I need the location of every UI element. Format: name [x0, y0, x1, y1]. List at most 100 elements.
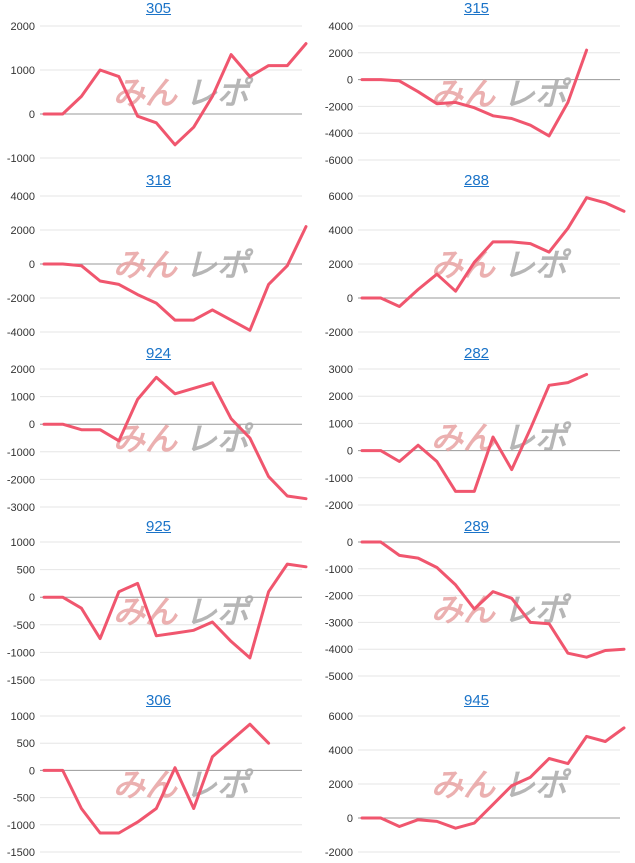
chart-title-link[interactable]: 305: [145, 0, 172, 17]
y-tick-label: 500: [17, 565, 35, 577]
y-tick-label: -4000: [325, 128, 353, 140]
line-chart: 4000 2000 0 -2000 -4000 みん レポ: [7, 191, 308, 339]
y-tick-label: 2000: [329, 259, 353, 271]
chart-title-link[interactable]: 924: [145, 345, 172, 362]
chart-title-link[interactable]: 282: [463, 345, 490, 362]
series-line: [42, 562, 308, 660]
y-tick-label: -2000: [325, 847, 353, 859]
watermark-logo: みん レポ: [431, 766, 572, 804]
svg-text:みん: みん: [431, 75, 496, 113]
svg-text:レポ: レポ: [503, 419, 572, 457]
watermark-logo: みん レポ: [113, 766, 254, 804]
y-tick-label: 2000: [11, 364, 35, 376]
series-line: [360, 372, 589, 493]
svg-text:みん: みん: [113, 246, 178, 284]
svg-text:みん: みん: [431, 766, 496, 804]
y-tick-label: 0: [347, 813, 353, 825]
watermark-logo: みん レポ: [431, 419, 572, 457]
y-tick-label: 1000: [11, 537, 35, 549]
y-tick-label: 6000: [329, 711, 353, 723]
chart-panel-945: 945 6000 4000 2000 0 -2000 みん レポ: [318, 692, 635, 863]
y-tick-label: 2000: [11, 225, 35, 237]
y-tick-label: 2000: [329, 391, 353, 403]
y-tick-label: -5000: [325, 671, 353, 683]
svg-text:みん: みん: [113, 593, 178, 631]
y-tick-label: 1000: [11, 65, 35, 77]
chart-title-link[interactable]: 289: [463, 518, 490, 535]
y-tick-label: 2000: [11, 21, 35, 33]
chart-panel-318: 318 4000 2000 0 -2000 -4000 みん レポ: [0, 172, 317, 343]
svg-text:レポ: レポ: [185, 246, 254, 284]
svg-text:みん: みん: [431, 419, 496, 457]
y-tick-label: -4000: [325, 644, 353, 656]
line-chart: 4000 2000 0 -2000 -4000 -6000 みん レポ: [325, 21, 620, 167]
y-tick-label: -1000: [7, 153, 35, 165]
y-tick-label: -2000: [325, 101, 353, 113]
svg-text:レポ: レポ: [185, 420, 254, 458]
line-chart: 3000 2000 1000 0 -1000 -2000 みん レポ: [325, 364, 620, 512]
y-tick-label: -500: [13, 620, 35, 632]
y-tick-label: -1000: [7, 447, 35, 459]
series-line: [360, 196, 626, 308]
watermark-logo: みん レポ: [431, 591, 572, 629]
line-chart: 2000 1000 0 -1000 みん レポ: [7, 21, 308, 165]
y-tick-label: 0: [29, 592, 35, 604]
y-tick-label: 500: [17, 738, 35, 750]
chart-panel-315: 315 4000 2000 0 -2000 -4000 -6000 みん レポ: [318, 0, 635, 171]
y-tick-label: -1000: [325, 564, 353, 576]
chart-panel-282: 282 3000 2000 1000 0 -1000 -2000 みん レポ: [318, 345, 635, 516]
y-tick-label: -1000: [7, 820, 35, 832]
line-chart: 6000 4000 2000 0 -2000 みん レポ: [325, 711, 626, 859]
svg-text:レポ: レポ: [503, 75, 572, 113]
chart-title-link[interactable]: 315: [463, 0, 490, 17]
chart-panel-306: 306 1000 500 0 -500 -1000 -1500 みん レポ: [0, 692, 317, 863]
line-chart: 0 -1000 -2000 -3000 -4000 -5000 みん レポ: [325, 537, 626, 683]
chart-panel-289: 289 0 -1000 -2000 -3000 -4000 -5000 みん レポ: [318, 518, 635, 689]
y-tick-label: 3000: [329, 364, 353, 376]
y-tick-label: 1000: [11, 711, 35, 723]
y-tick-label: -1000: [325, 473, 353, 485]
y-tick-label: -4000: [7, 327, 35, 339]
y-tick-label: 2000: [329, 779, 353, 791]
chart-panel-305: 305 2000 1000 0 -1000 みん レポ: [0, 0, 317, 171]
y-tick-label: 0: [347, 537, 353, 549]
y-tick-label: 4000: [329, 745, 353, 757]
y-tick-label: 0: [29, 765, 35, 777]
chart-panel-925: 925 1000 500 0 -500 -1000 -1500 みん レポ: [0, 518, 317, 689]
svg-text:レポ: レポ: [503, 246, 572, 284]
series-line: [42, 722, 271, 835]
y-tick-label: -1500: [7, 675, 35, 687]
series-line: [360, 540, 626, 659]
chart-title-link[interactable]: 925: [145, 518, 172, 535]
watermark-logo: みん レポ: [431, 75, 572, 113]
y-tick-label: -3000: [325, 617, 353, 629]
y-tick-label: 0: [347, 293, 353, 305]
y-tick-label: -3000: [7, 502, 35, 514]
y-tick-label: -2000: [7, 293, 35, 305]
chart-title-link[interactable]: 318: [145, 172, 172, 189]
chart-title-link[interactable]: 945: [463, 692, 490, 709]
y-tick-label: 4000: [11, 191, 35, 203]
svg-text:みん: みん: [113, 74, 178, 112]
chart-title-link[interactable]: 288: [463, 172, 490, 189]
y-tick-label: -2000: [7, 474, 35, 486]
y-tick-label: 1000: [329, 418, 353, 430]
y-tick-label: -1000: [7, 647, 35, 659]
y-tick-label: 4000: [329, 21, 353, 33]
y-tick-label: -1500: [7, 847, 35, 859]
y-tick-label: 0: [29, 419, 35, 431]
y-tick-label: -2000: [325, 591, 353, 603]
line-chart: 2000 1000 0 -1000 -2000 -3000 みん レポ: [7, 364, 308, 514]
line-chart: 1000 500 0 -500 -1000 -1500 みん レポ: [7, 711, 302, 859]
svg-text:レポ: レポ: [185, 766, 254, 804]
y-tick-label: 6000: [329, 191, 353, 203]
watermark-logo: みん レポ: [113, 246, 254, 284]
series-line: [42, 225, 308, 332]
y-tick-label: 1000: [11, 392, 35, 404]
chart-title-link[interactable]: 306: [145, 692, 172, 709]
y-tick-label: -2000: [325, 500, 353, 512]
y-tick-label: -500: [13, 793, 35, 805]
y-tick-label: 4000: [329, 225, 353, 237]
chart-panel-288: 288 6000 4000 2000 0 -2000 みん レポ: [318, 172, 635, 343]
